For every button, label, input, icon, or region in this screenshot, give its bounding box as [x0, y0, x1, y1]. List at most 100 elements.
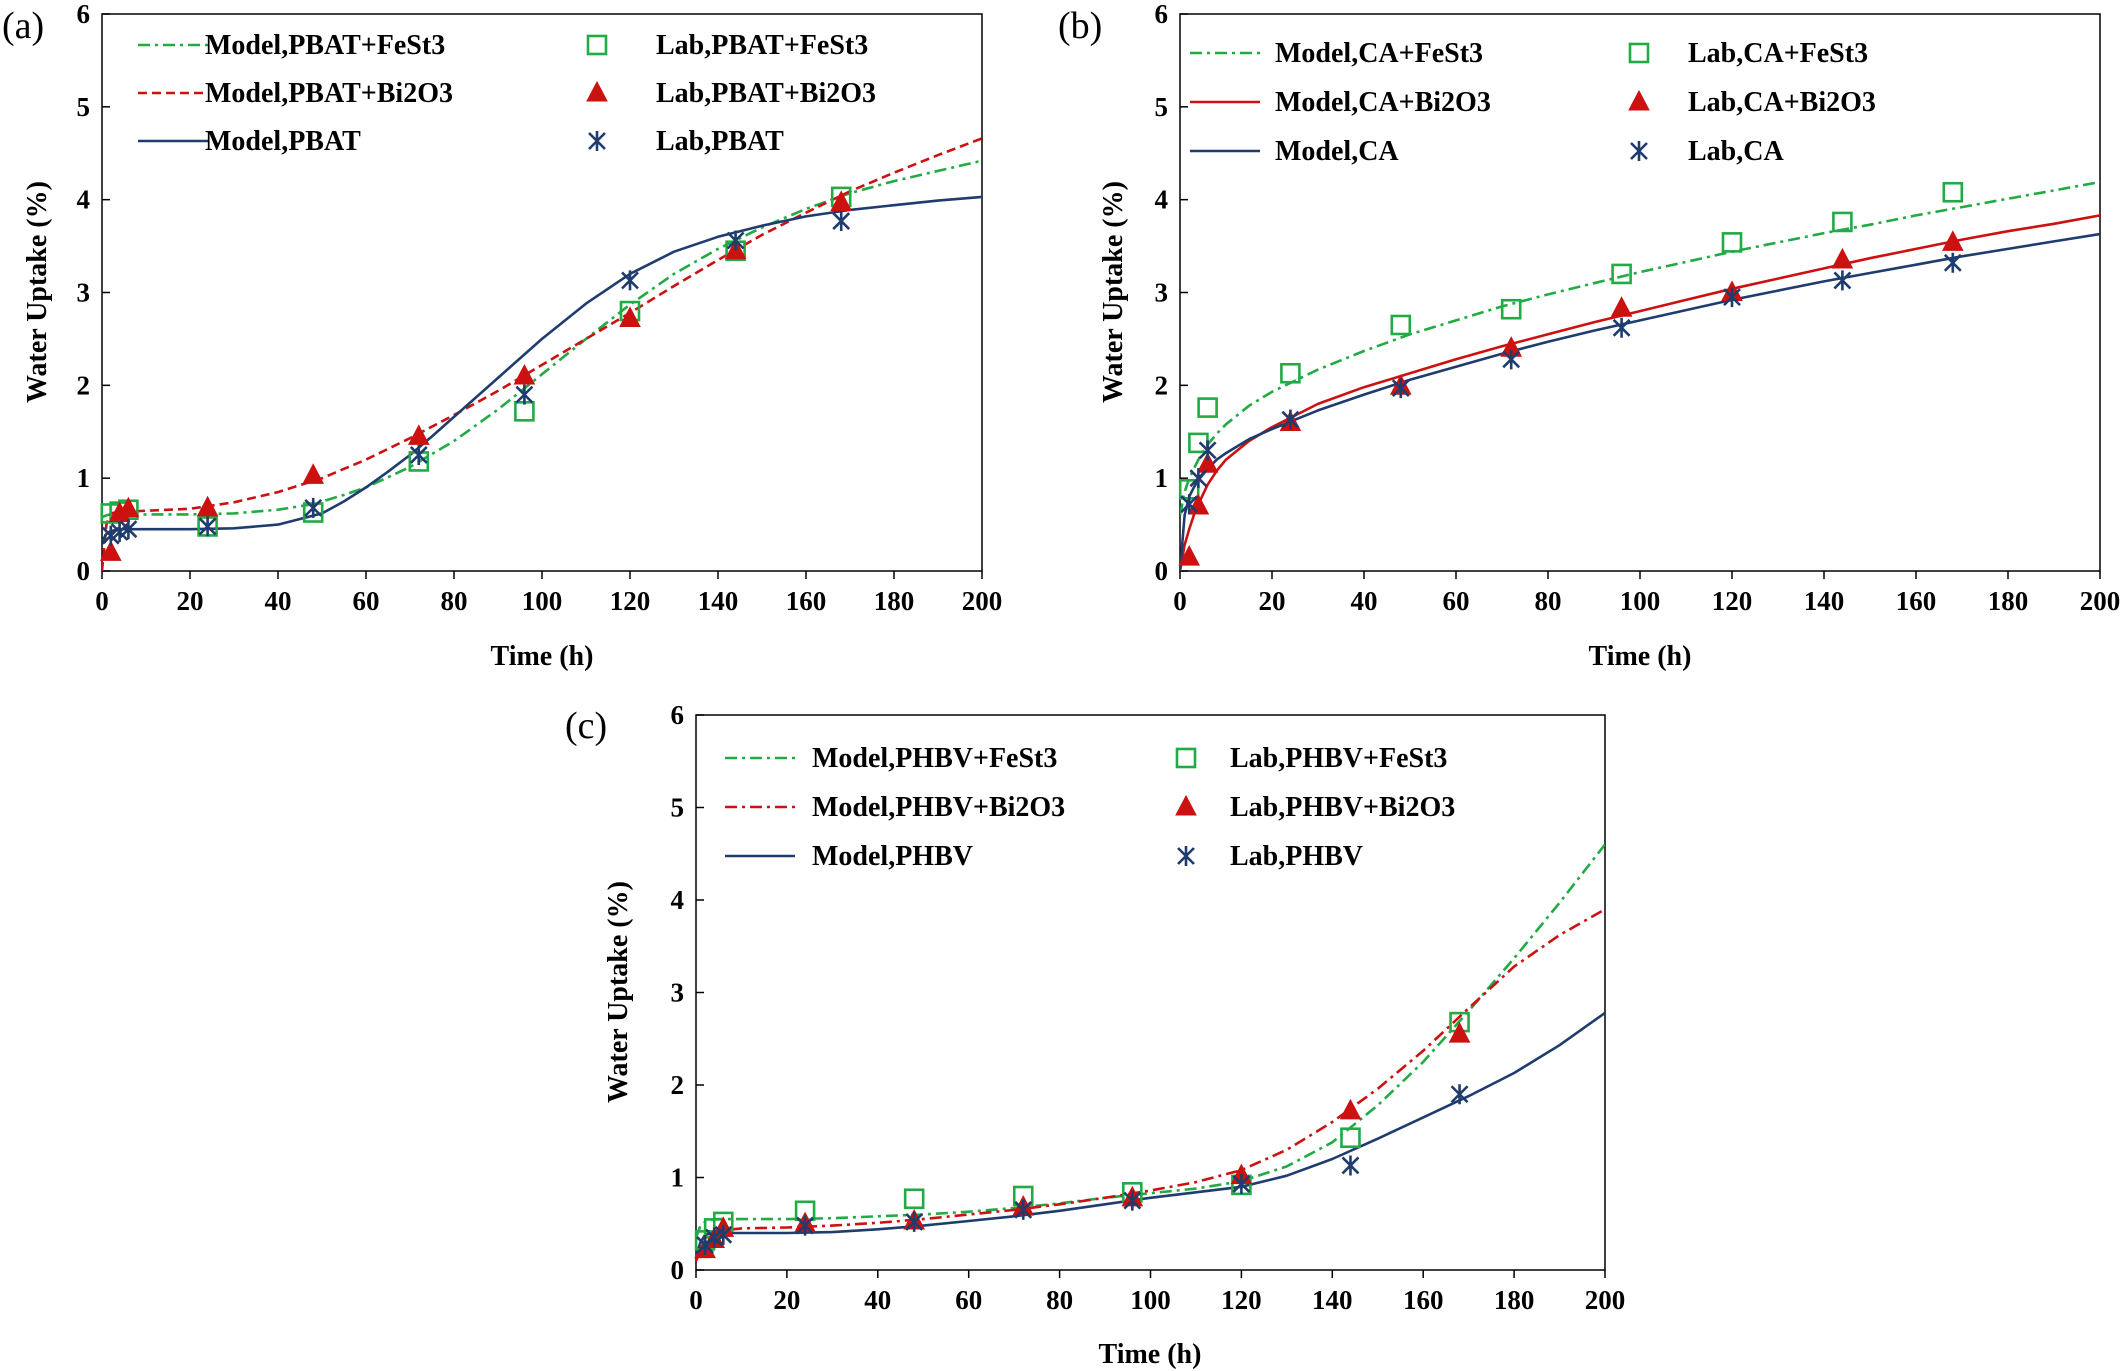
legend-label: Lab,PBAT+Bi2O3: [656, 78, 876, 109]
x-tick-label: 120: [1712, 586, 1753, 616]
series-markers-Lab,PHBV+FeSt3: [694, 1011, 1470, 1251]
legend-label: Model,CA+Bi2O3: [1275, 87, 1491, 118]
x-axis-title: Time (h): [491, 641, 594, 672]
x-tick-label: 100: [1620, 586, 1661, 616]
data-point: [1450, 1084, 1469, 1105]
x-tick-label: 60: [955, 1285, 982, 1315]
data-point: [407, 424, 430, 445]
legend-label: Lab,PHBV+Bi2O3: [1230, 792, 1455, 823]
data-point: [1340, 1127, 1361, 1149]
series-markers-Lab,CA+Bi2O3: [1178, 230, 1964, 566]
x-tick-label: 140: [1312, 1285, 1353, 1315]
panel-label: (a): [2, 5, 44, 47]
data-point: [117, 496, 140, 518]
panel-label: (c): [565, 705, 607, 747]
x-tick-label: 80: [441, 586, 468, 616]
data-point: [1723, 287, 1741, 308]
x-axis-title: Time (h): [1589, 641, 1692, 672]
data-point: [1341, 1155, 1360, 1176]
data-point: [1500, 298, 1522, 320]
data-point: [1610, 296, 1633, 317]
series-markers-Lab,PBAT: [101, 211, 851, 546]
data-point: [1448, 1022, 1471, 1043]
x-axis-title: Time (h): [1099, 1339, 1202, 1370]
legend-label: Model,PHBV+FeSt3: [812, 743, 1057, 774]
series-line-Model,CA+Bi2O3: [1180, 214, 2100, 571]
data-point: [515, 384, 534, 405]
x-tick-label: 80: [1535, 586, 1562, 616]
y-tick-label: 0: [671, 1255, 685, 1285]
y-tick-label: 0: [77, 556, 91, 586]
data-point: [514, 401, 535, 422]
data-point: [1281, 409, 1300, 430]
x-tick-label: 80: [1046, 1285, 1073, 1315]
data-point: [513, 363, 536, 385]
legend-label: Lab,CA: [1688, 136, 1784, 167]
data-point: [1232, 1173, 1251, 1194]
x-tick-label: 120: [610, 586, 651, 616]
data-point: [1196, 452, 1219, 473]
data-point: [714, 1224, 733, 1245]
y-tick-label: 6: [77, 0, 91, 29]
legend-marker-swatch: [1630, 141, 1648, 161]
x-tick-label: 180: [1988, 586, 2029, 616]
legend-label: Model,PHBV+Bi2O3: [812, 792, 1065, 823]
legend: Model,PHBV+FeSt3 Model,PHBV+Bi2O3 Model,PH…: [725, 743, 1455, 872]
x-tick-label: 20: [773, 1285, 800, 1315]
x-tick-label: 160: [1403, 1285, 1444, 1315]
series-line-Model,PHBV+Bi2O3: [696, 908, 1605, 1262]
x-tick-label: 60: [353, 586, 380, 616]
data-point: [1197, 397, 1218, 418]
x-tick-label: 180: [1494, 1285, 1535, 1315]
data-point: [621, 270, 639, 291]
legend-marker-swatch: [586, 80, 608, 102]
legend-label: Lab,CA+FeSt3: [1688, 38, 1868, 69]
x-tick-label: 40: [265, 586, 292, 616]
data-point: [304, 497, 323, 518]
legend: Model,PBAT+FeSt3 Model,PBAT+Bi2O3 Model,PB…: [138, 30, 876, 157]
legend-label: Model,CA: [1275, 136, 1399, 167]
x-tick-label: 200: [1585, 1285, 1626, 1315]
legend-label: Model,PBAT: [205, 126, 361, 157]
x-tick-label: 40: [864, 1285, 891, 1315]
series-line-Model,PBAT: [102, 195, 982, 542]
legend-label: Model,PBAT+FeSt3: [205, 30, 445, 61]
legend-label: Lab,PBAT+FeSt3: [656, 30, 868, 61]
data-point: [796, 1215, 814, 1236]
y-tick-label: 4: [77, 185, 91, 215]
data-point: [832, 211, 851, 232]
y-tick-label: 1: [1155, 463, 1169, 493]
y-axis-title: Water Uptake (%): [603, 881, 634, 1103]
series-markers-Lab,CA: [1180, 252, 1962, 515]
data-point: [830, 190, 853, 211]
x-tick-label: 0: [1173, 586, 1187, 616]
data-point: [1611, 263, 1632, 285]
x-tick-label: 120: [1221, 1285, 1262, 1315]
x-tick-label: 100: [1130, 1285, 1171, 1315]
legend-label: Model,CA+FeSt3: [1275, 38, 1483, 69]
y-tick-label: 3: [671, 978, 685, 1008]
series-line-Model,PHBV: [696, 1011, 1605, 1257]
data-point: [1014, 1199, 1033, 1220]
legend: Model,CA+FeSt3 Model,CA+Bi2O3 Model,CA Lab,…: [1190, 38, 1876, 167]
data-point: [1123, 1190, 1142, 1211]
data-point: [726, 230, 745, 251]
data-point: [619, 306, 641, 327]
data-point: [1502, 349, 1521, 370]
y-tick-label: 4: [671, 885, 685, 915]
data-point: [1339, 1098, 1362, 1120]
y-tick-label: 3: [77, 278, 91, 308]
x-tick-label: 200: [2080, 586, 2121, 616]
data-point: [409, 444, 428, 465]
series-markers-Lab,PHBV: [696, 1084, 1469, 1256]
panel-label: (b): [1058, 5, 1102, 47]
data-point: [1189, 468, 1208, 489]
data-point: [905, 1211, 924, 1232]
data-point: [1391, 378, 1410, 399]
y-tick-label: 3: [1155, 278, 1169, 308]
x-tick-label: 20: [177, 586, 204, 616]
series-line-Model,PHBV+FeSt3: [696, 843, 1605, 1239]
y-tick-label: 0: [1155, 556, 1169, 586]
